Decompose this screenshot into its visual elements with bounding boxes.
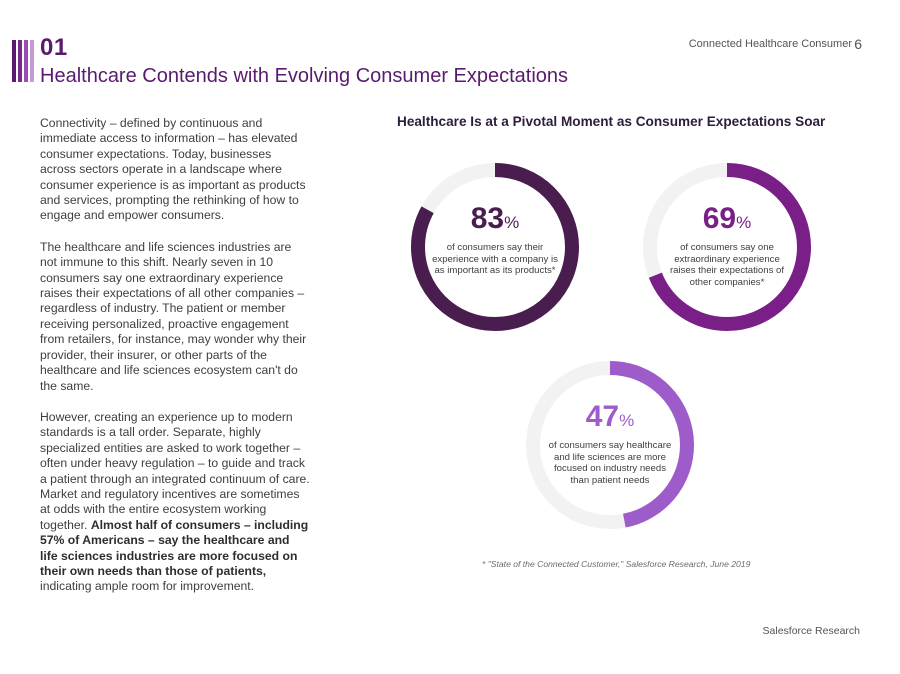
donut-arc: [643, 163, 811, 331]
accent-bar: [30, 40, 34, 82]
percent-sign: %: [736, 213, 752, 232]
body-text-column: Connectivity – defined by continuous and…: [40, 116, 310, 611]
donut-chart: 83% of consumers say their experience wi…: [410, 162, 580, 332]
body-paragraph: The healthcare and life sciences industr…: [40, 239, 307, 393]
section-accent-bars: [12, 40, 34, 82]
donut-ring: [411, 163, 579, 331]
page-title: Healthcare Contends with Evolving Consum…: [40, 65, 569, 87]
donut-arc: [411, 163, 579, 331]
paragraph-text: indicating ample room for improvement.: [40, 579, 255, 594]
paragraph-emphasis: Almost half of consumers – including 57%…: [40, 517, 309, 578]
donut-ring: [526, 361, 694, 529]
donut-chart: 69% of consumers say one extraordinary e…: [642, 162, 812, 332]
body-paragraph: Connectivity – defined by continuous and…: [40, 116, 306, 223]
accent-bar: [24, 40, 28, 82]
donut-chart: 47% of consumers say healthcare and life…: [525, 360, 695, 530]
donut-value: 83: [470, 202, 505, 235]
donut-ring: [643, 163, 811, 331]
donut-description: of consumers say healthcare and life sci…: [548, 440, 672, 486]
donut-label: 69% of consumers say one extraordinary e…: [662, 202, 792, 288]
accent-bar: [18, 40, 22, 82]
footer-brand: Salesforce Research: [762, 625, 860, 637]
donut-description: of consumers say one extraordinary exper…: [669, 242, 785, 288]
running-header: Connected Healthcare Consumer: [688, 38, 852, 50]
donut-label: 83% of consumers say their experience wi…: [430, 202, 560, 277]
page-number: 6: [854, 36, 862, 52]
body-paragraph: However, creating an experience up to mo…: [40, 410, 310, 595]
section-number: 01: [40, 34, 68, 61]
donut-value: 47: [585, 400, 620, 433]
percent-sign: %: [504, 213, 520, 232]
donut-value: 69: [702, 202, 737, 235]
donut-percent: 47%: [545, 400, 675, 438]
chart-title: Healthcare Is at a Pivotal Moment as Con…: [397, 114, 826, 129]
chart-footnote: * "State of the Connected Customer," Sal…: [482, 559, 751, 569]
accent-bar: [12, 40, 16, 82]
percent-sign: %: [619, 411, 635, 430]
donut-description: of consumers say their experience with a…: [432, 242, 558, 277]
paragraph-text: However, creating an experience up to mo…: [40, 409, 310, 532]
donut-percent: 83%: [430, 202, 560, 240]
donut-arc: [526, 361, 694, 529]
donut-percent: 69%: [662, 202, 792, 240]
donut-label: 47% of consumers say healthcare and life…: [545, 400, 675, 486]
